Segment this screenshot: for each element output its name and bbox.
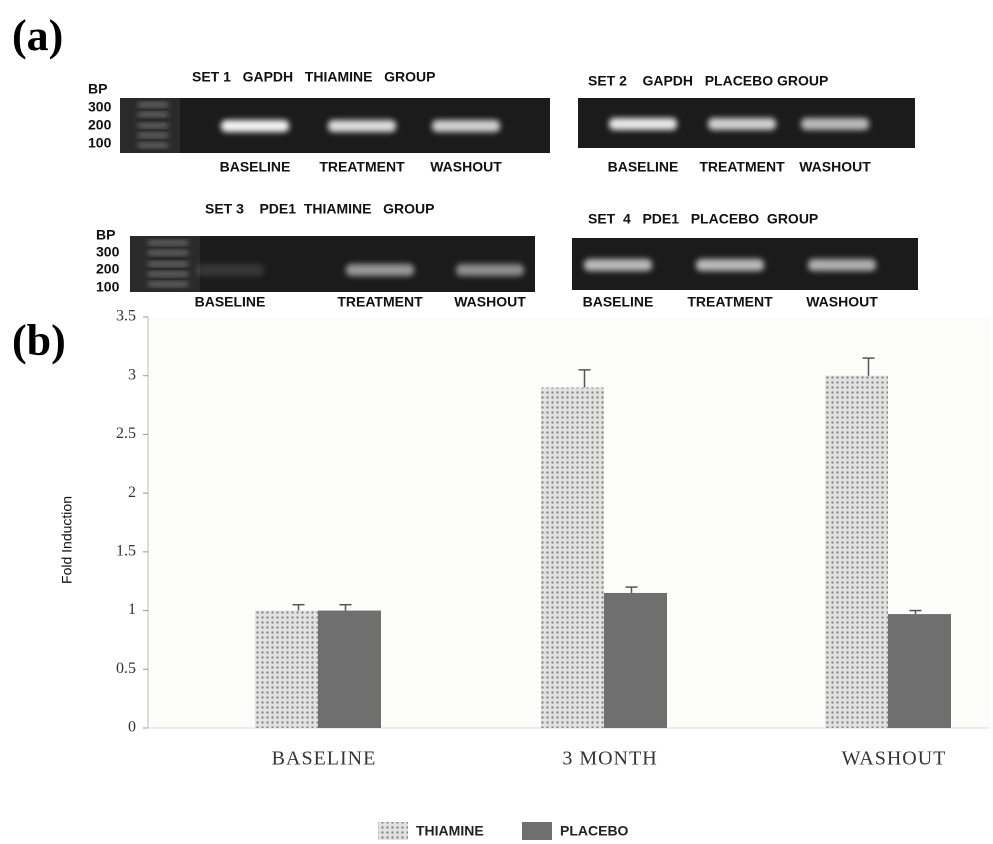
- gel-band: [808, 259, 876, 271]
- bar: [825, 376, 888, 728]
- lane-label: WASHOUT: [806, 294, 878, 310]
- gel-band: [221, 120, 289, 132]
- y-tick-label: 2: [128, 484, 136, 501]
- y-tick-label: 0: [128, 719, 136, 736]
- lane-label: TREATMENT: [337, 294, 423, 310]
- bp-label: BP: [96, 227, 115, 243]
- gel-title: SET 4 PDE1 PLACEBO GROUP: [588, 211, 818, 227]
- y-tick-label: 1: [128, 601, 136, 618]
- x-tick-label: 3 MONTH: [562, 748, 657, 770]
- panel-label: (a): [12, 11, 63, 60]
- ladder-label: 200: [96, 261, 120, 277]
- lane-label: WASHOUT: [454, 294, 526, 310]
- legend-label: THIAMINE: [416, 823, 484, 839]
- y-tick-label: 0.5: [116, 660, 136, 677]
- gel-band: [708, 118, 776, 130]
- y-tick-label: 3: [128, 366, 136, 383]
- lane-label: WASHOUT: [430, 159, 502, 175]
- gel-band: [696, 259, 764, 271]
- ladder-band: [138, 133, 168, 137]
- legend-label: PLACEBO: [560, 823, 629, 839]
- bp-label: BP: [88, 81, 107, 97]
- ladder-band: [138, 103, 168, 107]
- ladder-band: [138, 143, 168, 147]
- ladder-label: 200: [88, 117, 112, 133]
- ladder-band: [148, 282, 188, 286]
- lane-label: TREATMENT: [319, 159, 405, 175]
- ladder-band: [148, 272, 188, 276]
- bar: [318, 611, 381, 728]
- lane-label: BASELINE: [220, 159, 291, 175]
- ladder-label: 100: [96, 279, 120, 295]
- bar: [604, 593, 667, 728]
- gel-band: [801, 118, 869, 130]
- lane-label: TREATMENT: [699, 159, 785, 175]
- gel-band: [328, 120, 396, 132]
- figure: (a) (b) SET 1 GAPDH THIAMINE GROUPBP3002…: [0, 0, 993, 844]
- gel-band: [346, 264, 414, 276]
- legend-swatch: [522, 822, 552, 840]
- ladder-band: [148, 241, 188, 245]
- y-tick-label: 3.5: [116, 308, 136, 325]
- panel-label: (b): [12, 316, 66, 365]
- x-tick-label: WASHOUT: [842, 748, 947, 770]
- lane-label: BASELINE: [195, 294, 266, 310]
- bar: [888, 614, 951, 728]
- y-tick-label: 2.5: [116, 425, 136, 442]
- ladder-band: [148, 251, 188, 255]
- gel-band: [609, 118, 677, 130]
- gel-title: SET 3 PDE1 THIAMINE GROUP: [205, 201, 434, 217]
- y-axis-label: Fold Induction: [59, 496, 75, 584]
- gel-band: [456, 264, 524, 276]
- lane-label: BASELINE: [608, 159, 679, 175]
- y-tick-label: 1.5: [116, 543, 136, 560]
- ladder-label: 300: [88, 99, 112, 115]
- ladder-label: 300: [96, 244, 120, 260]
- gel-title: SET 1 GAPDH THIAMINE GROUP: [192, 69, 435, 85]
- legend-swatch: [378, 822, 408, 840]
- lane-label: BASELINE: [583, 294, 654, 310]
- ladder-label: 100: [88, 135, 112, 151]
- ladder-band: [148, 262, 188, 266]
- bar-chart: 0 0.5 1 1.5 2 2.5 3 3.5 Fold Induction BASELINE 3 …: [59, 308, 990, 840]
- ladder-band: [138, 124, 168, 128]
- gel-panel: SET 1 GAPDH THIAMINE GROUPBP300200100BAS…: [88, 69, 918, 310]
- lane-label: TREATMENT: [687, 294, 773, 310]
- bar: [541, 387, 604, 728]
- bar: [255, 611, 318, 728]
- x-tick-label: BASELINE: [272, 748, 377, 770]
- gel-band: [584, 259, 652, 271]
- lane-label: WASHOUT: [799, 159, 871, 175]
- gel-band: [432, 120, 500, 132]
- ladder-band: [138, 113, 168, 117]
- gel-title: SET 2 GAPDH PLACEBO GROUP: [588, 73, 828, 89]
- gel-band: [196, 264, 264, 276]
